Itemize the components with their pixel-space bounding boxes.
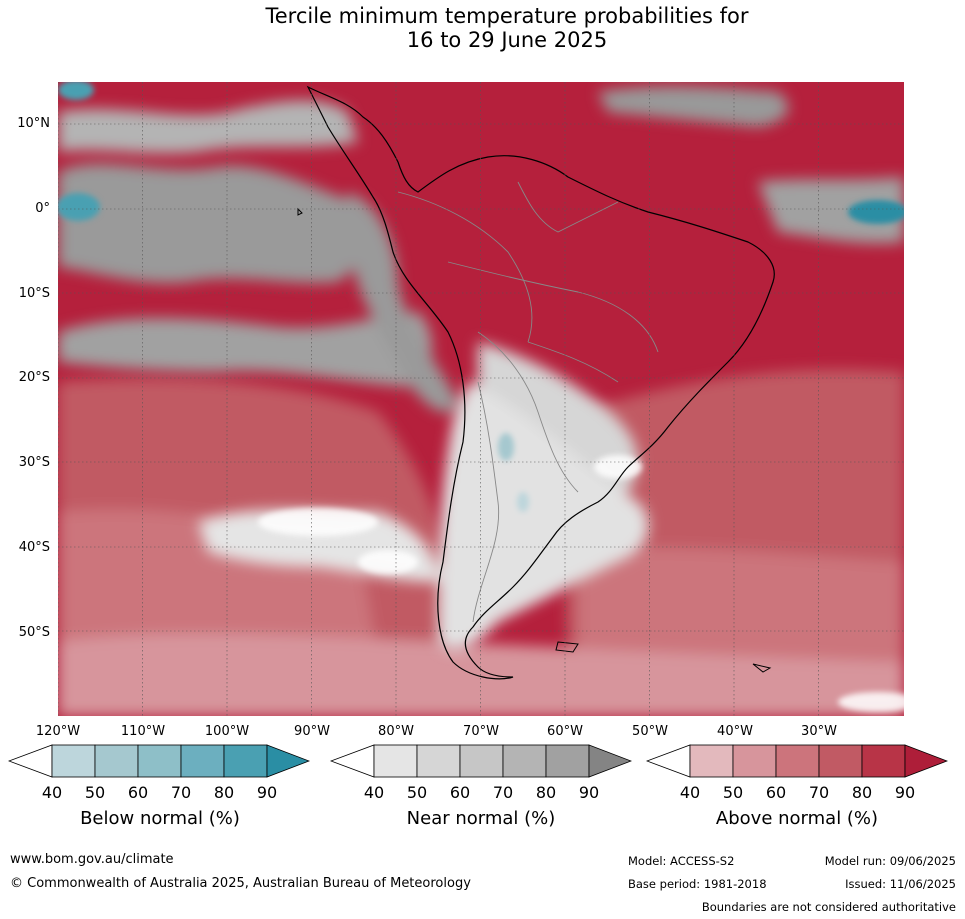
lat-label-30s: 30°S bbox=[18, 455, 50, 470]
model-name: Model: ACCESS-S2 bbox=[628, 854, 735, 868]
lon-label-60w: 60°W bbox=[547, 724, 583, 739]
colorbar-tick: 90 bbox=[256, 783, 278, 802]
colorbar-segment bbox=[373, 744, 418, 778]
lon-label-120w: 120°W bbox=[35, 724, 81, 739]
title-line-2: 16 to 29 June 2025 bbox=[406, 28, 608, 52]
colorbar-segment bbox=[818, 744, 863, 778]
colorbar-tick: 50 bbox=[406, 783, 428, 802]
colorbar-extend-low bbox=[330, 744, 375, 778]
colorbar-segment bbox=[137, 744, 182, 778]
colorbar-segment bbox=[416, 744, 461, 778]
colorbar-extend-high bbox=[904, 744, 948, 778]
above-normal-colorbar bbox=[646, 744, 948, 778]
colorbar-segment bbox=[223, 744, 268, 778]
copyright-text: © Commonwealth of Australia 2025, Austra… bbox=[10, 876, 471, 891]
colorbar-tick: 70 bbox=[170, 783, 192, 802]
colorbar-extend-high bbox=[588, 744, 632, 778]
colorbar-tick: 40 bbox=[41, 783, 63, 802]
lat-label-50s: 50°S bbox=[18, 625, 50, 640]
near-normal-label: Near normal (%) bbox=[406, 808, 556, 829]
colorbar-segment bbox=[732, 744, 777, 778]
colorbar-tick: 40 bbox=[363, 783, 385, 802]
lon-label-90w: 90°W bbox=[294, 724, 330, 739]
colorbar-segment bbox=[51, 744, 96, 778]
colorbar-tick: 80 bbox=[851, 783, 873, 802]
colorbar-tick: 90 bbox=[894, 783, 916, 802]
lon-label-30w: 30°W bbox=[801, 724, 837, 739]
lon-label-110w: 110°W bbox=[120, 724, 166, 739]
lon-label-100w: 100°W bbox=[204, 724, 250, 739]
near-normal-colorbar bbox=[330, 744, 632, 778]
colorbar-extend-low bbox=[8, 744, 53, 778]
colorbar-segment bbox=[502, 744, 547, 778]
below-normal-colorbar bbox=[8, 744, 310, 778]
country-borders bbox=[397, 181, 659, 623]
colorbar-tick: 70 bbox=[808, 783, 830, 802]
colorbar-tick: 90 bbox=[578, 783, 600, 802]
colorbar-tick: 70 bbox=[492, 783, 514, 802]
lat-label-20s: 20°S bbox=[18, 370, 50, 385]
colorbar-tick: 50 bbox=[84, 783, 106, 802]
colorbar-tick: 50 bbox=[722, 783, 744, 802]
near-normal-regions bbox=[58, 86, 904, 651]
lon-label-50w: 50°W bbox=[632, 724, 668, 739]
chart-title: Tercile minimum temperature probabilitie… bbox=[0, 4, 965, 52]
lat-label-10s: 10°S bbox=[18, 286, 50, 301]
probability-map bbox=[58, 82, 904, 716]
colorbar-segment bbox=[180, 744, 225, 778]
colorbar-tick: 60 bbox=[765, 783, 787, 802]
colorbar-segment bbox=[689, 744, 734, 778]
website-link[interactable]: www.bom.gov.au/climate bbox=[10, 852, 174, 867]
south-america-coastline bbox=[306, 85, 775, 680]
colorbar-extend-low bbox=[646, 744, 691, 778]
graticule bbox=[58, 82, 904, 716]
colorbar-segment bbox=[861, 744, 906, 778]
colorbar-tick: 80 bbox=[535, 783, 557, 802]
colorbar-segment bbox=[459, 744, 504, 778]
base-period: Base period: 1981-2018 bbox=[628, 877, 767, 891]
colorbar-tick: 60 bbox=[127, 783, 149, 802]
lon-label-70w: 70°W bbox=[463, 724, 499, 739]
below-normal-regions bbox=[58, 82, 904, 512]
model-run-date: Model run: 09/06/2025 bbox=[824, 854, 956, 868]
above-normal-label: Above normal (%) bbox=[715, 808, 879, 829]
colorbar-tick: 80 bbox=[213, 783, 235, 802]
lat-label-0: 0° bbox=[35, 201, 50, 216]
lon-label-80w: 80°W bbox=[378, 724, 414, 739]
lat-label-40s: 40°S bbox=[18, 540, 50, 555]
below-normal-label: Below normal (%) bbox=[80, 808, 240, 829]
islands bbox=[297, 207, 772, 673]
colorbar-segment bbox=[94, 744, 139, 778]
colorbar-segment bbox=[775, 744, 820, 778]
uncertain-regions bbox=[258, 455, 904, 712]
colorbar-tick: 40 bbox=[679, 783, 701, 802]
lon-label-40w: 40°W bbox=[717, 724, 753, 739]
colorbar-extend-high bbox=[266, 744, 310, 778]
boundaries-disclaimer: Boundaries are not considered authoritat… bbox=[701, 900, 956, 914]
colorbar-segment bbox=[545, 744, 590, 778]
issued-date: Issued: 11/06/2025 bbox=[845, 877, 956, 891]
title-line-1: Tercile minimum temperature probabilitie… bbox=[265, 4, 749, 28]
colorbar-tick: 60 bbox=[449, 783, 471, 802]
lat-label-10n: 10°N bbox=[17, 116, 50, 131]
